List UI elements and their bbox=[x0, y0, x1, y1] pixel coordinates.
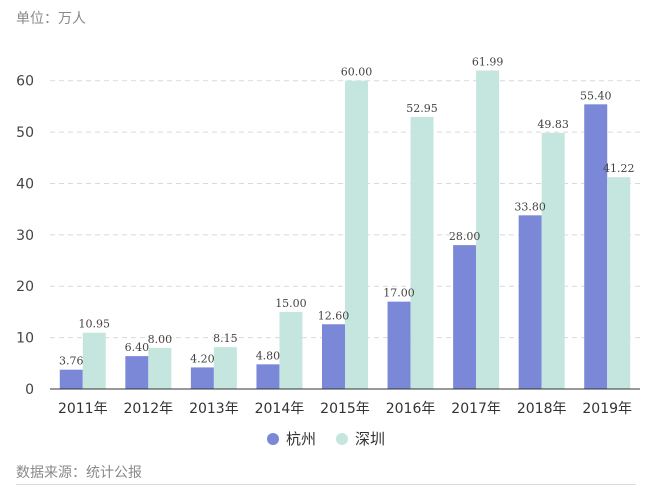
y-axis-ticks: 0 10 20 30 40 50 60 bbox=[16, 74, 34, 398]
footer-divider bbox=[16, 484, 636, 485]
bar-shenzhen[interactable] bbox=[148, 347, 172, 389]
data-label: 12.60 bbox=[318, 309, 350, 322]
bar-hangzhou[interactable] bbox=[453, 245, 477, 389]
legend-label-hangzhou: 杭州 bbox=[285, 430, 316, 448]
data-label: 15.00 bbox=[275, 297, 307, 310]
x-tick-label: 2017年 bbox=[451, 401, 501, 417]
data-label: 8.15 bbox=[213, 332, 238, 345]
bar-shenzhen[interactable] bbox=[541, 132, 565, 390]
bars bbox=[59, 70, 631, 390]
data-label: 49.83 bbox=[537, 118, 569, 131]
bar-hangzhou[interactable] bbox=[125, 356, 149, 389]
bar-shenzhen[interactable] bbox=[476, 70, 500, 389]
bar-shenzhen[interactable] bbox=[279, 311, 303, 389]
data-label: 33.80 bbox=[514, 200, 546, 213]
bar-hangzhou[interactable] bbox=[584, 104, 608, 390]
data-label: 4.20 bbox=[190, 352, 215, 365]
legend-swatch-hangzhou bbox=[266, 432, 279, 445]
data-label: 6.40 bbox=[125, 341, 150, 354]
x-tick-label: 2013年 bbox=[189, 401, 239, 417]
bar-hangzhou[interactable] bbox=[190, 367, 214, 389]
data-label: 55.40 bbox=[580, 89, 612, 102]
bar-shenzhen[interactable] bbox=[607, 177, 631, 389]
x-tick-label: 2011年 bbox=[58, 401, 108, 417]
data-label: 4.80 bbox=[256, 349, 281, 362]
data-label: 41.22 bbox=[603, 162, 635, 175]
x-tick-label: 2015年 bbox=[320, 401, 370, 417]
data-labels: 3.76 10.95 6.408.00 4.20 8.15 4.80 15.00 12.60 6… bbox=[59, 55, 634, 367]
bar-hangzhou[interactable] bbox=[322, 324, 345, 389]
legend-item-shenzhen[interactable]: 深圳 bbox=[336, 428, 385, 449]
y-tick-label: 60 bbox=[16, 74, 34, 90]
bar-hangzhou[interactable] bbox=[256, 364, 280, 389]
x-tick-label: 2018年 bbox=[517, 401, 567, 417]
x-tick-label: 2012年 bbox=[124, 401, 174, 417]
data-label: 3.76 bbox=[59, 355, 84, 368]
bar-shenzhen[interactable] bbox=[410, 116, 434, 390]
data-label: 52.95 bbox=[406, 102, 438, 115]
data-label: 10.95 bbox=[79, 318, 111, 331]
y-tick-label: 40 bbox=[16, 176, 34, 192]
bar-shenzhen[interactable] bbox=[345, 80, 368, 389]
legend-swatch-shenzhen bbox=[336, 432, 348, 445]
legend: 杭州 深圳 bbox=[0, 428, 652, 449]
y-tick-label: 0 bbox=[25, 382, 34, 398]
x-tick-label: 2014年 bbox=[255, 401, 305, 417]
bar-hangzhou[interactable] bbox=[59, 369, 83, 389]
bar-shenzhen[interactable] bbox=[213, 347, 237, 389]
legend-item-hangzhou[interactable]: 杭州 bbox=[266, 428, 316, 449]
y-tick-label: 50 bbox=[16, 125, 34, 141]
x-tick-label: 2016年 bbox=[386, 401, 436, 417]
bar-hangzhou[interactable] bbox=[387, 301, 411, 389]
unit-label: 单位：万人 bbox=[16, 11, 86, 27]
x-axis-ticks: 2011年 2012年 2013年 2014年 2015年 2016年 2017年 2018年… bbox=[58, 401, 632, 417]
legend-label-shenzhen: 深圳 bbox=[355, 430, 386, 448]
bar-shenzhen[interactable] bbox=[82, 332, 106, 389]
bar-hangzhou[interactable] bbox=[518, 215, 542, 389]
y-tick-label: 20 bbox=[16, 279, 34, 295]
y-tick-label: 10 bbox=[16, 331, 34, 347]
data-label: 17.00 bbox=[383, 287, 415, 300]
source-label: 数据来源：统计公报 bbox=[16, 465, 142, 481]
x-tick-label: 2019年 bbox=[582, 401, 632, 417]
bar-chart: 0 10 20 30 40 50 60 3.76 10.95 6.408.00 4.20 8.15 4… bbox=[16, 55, 640, 417]
y-tick-label: 30 bbox=[16, 228, 34, 244]
data-label: 8.00 bbox=[148, 333, 173, 346]
data-label: 61.99 bbox=[472, 55, 504, 68]
data-label: 28.00 bbox=[449, 230, 481, 243]
data-label: 60.00 bbox=[341, 66, 373, 79]
